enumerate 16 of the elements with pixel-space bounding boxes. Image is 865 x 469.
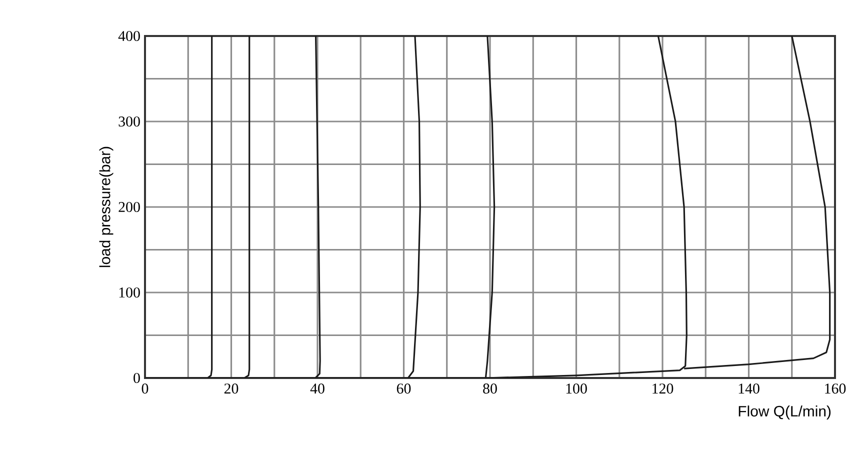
y-tick-label: 400 [118,30,140,42]
y-tick-label: 0 [134,372,140,384]
x-tick-label: 160 [825,384,846,394]
x-tick-label: 120 [652,384,674,394]
x-axis-title: Flow Q(L/min) [738,406,831,420]
y-tick-label: 200 [118,202,140,212]
y-tick-label: 100 [119,287,140,298]
y-axis-title: load pressure(bar) [99,146,114,268]
x-tick-label: 100 [566,384,587,394]
x-tick-label: 140 [738,384,760,394]
x-tick-label: 80 [483,384,497,394]
x-tick-label: 0 [142,384,148,394]
x-tick-label: 60 [396,384,411,394]
x-tick-label: 40 [310,384,324,394]
y-tick-label: 300 [118,116,140,127]
x-tick-label: 20 [224,384,238,394]
